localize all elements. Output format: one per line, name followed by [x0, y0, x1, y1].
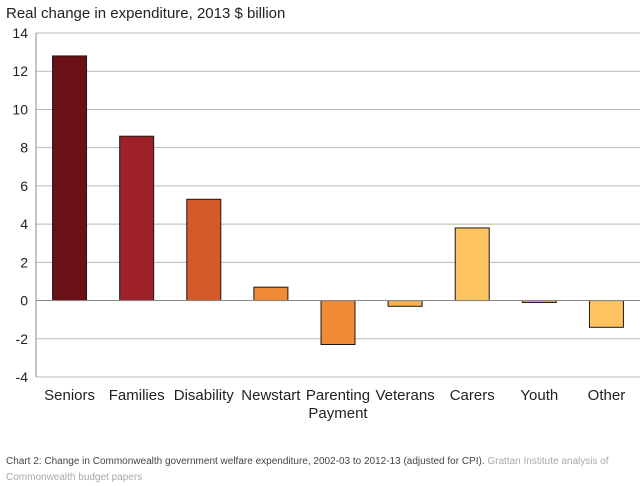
x-tick-label: Newstart [241, 387, 301, 404]
y-tick-label: -2 [16, 331, 29, 347]
chart-caption: Chart 2: Change in Commonwealth governme… [6, 454, 638, 486]
y-tick-label: 2 [20, 254, 28, 270]
bar-carers [454, 227, 490, 302]
y-tick-label: 10 [12, 101, 28, 117]
chart-title: Real change in expenditure, 2013 $ billi… [6, 5, 286, 22]
bar-newstart [253, 286, 289, 302]
bar-chart: 14 12 10 8 6 4 2 0 -2 -4 Seniors Families Disabilit… [12, 25, 640, 422]
bar-disability [186, 198, 222, 302]
x-tick-label: Payment [308, 405, 368, 422]
y-tick-label: 12 [12, 63, 28, 79]
bar-other [588, 300, 624, 328]
y-tick-label: 0 [20, 293, 28, 309]
x-tick-label: Families [109, 387, 165, 404]
x-tick-label: Veterans [376, 387, 435, 404]
y-tick-label: 4 [20, 216, 28, 232]
x-tick-label: Other [588, 387, 626, 404]
y-tick-label: 8 [20, 140, 28, 156]
axes [35, 33, 640, 377]
bar-families [119, 135, 155, 302]
gridlines [36, 32, 640, 378]
x-tick-label: Youth [520, 387, 558, 404]
y-tick-label: 14 [12, 25, 28, 41]
y-tick-label: 6 [20, 178, 28, 194]
x-tick-label: Disability [174, 387, 235, 404]
x-tick-label: Parenting [306, 387, 370, 404]
caption-source: Grattan Institute analysis of Commonweal… [6, 456, 609, 483]
bar-seniors [52, 55, 88, 302]
x-tick-label: Seniors [44, 387, 95, 404]
x-tick-label: Carers [450, 387, 495, 404]
bar-veterans [387, 300, 423, 307]
caption-main: Chart 2: Change in Commonwealth governme… [6, 456, 485, 467]
y-tick-label: -4 [16, 369, 29, 385]
bar-parenting-payment [320, 300, 356, 346]
x-axis-labels: Seniors Families Disability Newstart Parenti… [44, 387, 625, 422]
bars [52, 55, 624, 346]
y-axis-ticks: 14 12 10 8 6 4 2 0 -2 -4 [12, 25, 28, 385]
